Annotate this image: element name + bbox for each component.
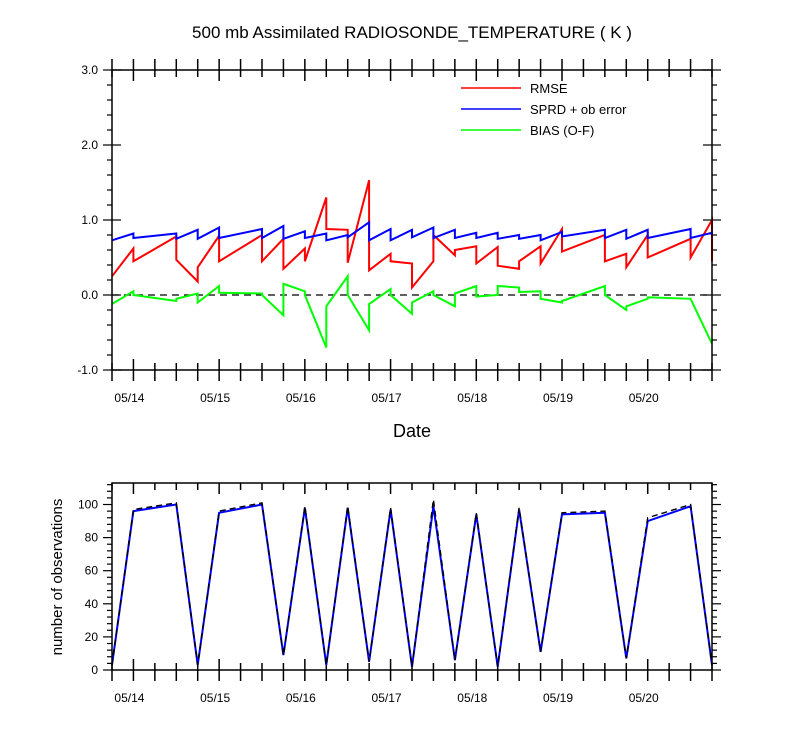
top-y-tick-label: 3.0	[81, 63, 98, 77]
legend-label: SPRD + ob error	[530, 102, 627, 117]
bottom-x-tick-label: 05/17	[372, 691, 402, 705]
top-x-tick-label: 05/14	[114, 391, 144, 405]
bottom-chart: 05/14 05/15 05/16 05/17 05/18 05/19 05/20 0 20 40…	[78, 482, 721, 705]
bottom-plot-frame	[111, 482, 713, 671]
bottom-chart-y-axis-label: number of observations	[49, 499, 66, 656]
top-x-tick-label: 05/19	[543, 391, 573, 405]
top-plot-frame	[111, 69, 713, 371]
top-series-bias-o-f-	[111, 273, 713, 348]
top-y-tick-label: -1.0	[77, 363, 98, 377]
top-y-tick-label: 2.0	[81, 138, 98, 152]
top-x-tick-label: 05/18	[457, 391, 487, 405]
bottom-series-possible	[111, 499, 713, 667]
top-series-sprd-ob-error	[111, 220, 713, 242]
bottom-y-tick-label: 20	[85, 630, 99, 644]
top-x-tick-label: 05/17	[372, 391, 402, 405]
bottom-y-tick-label: 100	[78, 498, 98, 512]
legend-label: BIAS (O-F)	[530, 123, 594, 138]
bottom-x-tick-label: 05/19	[543, 691, 573, 705]
bottom-x-tick-label: 05/16	[286, 691, 316, 705]
legend-label: RMSE	[530, 81, 568, 96]
top-chart: 05/14 05/15 05/16 05/17 05/18 05/19 05/20 -1.0 0…	[77, 59, 721, 405]
top-series-rmse	[111, 179, 713, 291]
bottom-x-tick-label: 05/14	[114, 691, 144, 705]
bottom-y-tick-label: 0	[91, 663, 98, 677]
bottom-series-assimilated	[111, 503, 713, 667]
top-chart-x-axis-label: Date	[393, 421, 431, 441]
top-x-tick-label: 05/15	[200, 391, 230, 405]
top-chart-title: 500 mb Assimilated RADIOSONDE_TEMPERATUR…	[192, 23, 632, 42]
bottom-x-tick-label: 05/20	[629, 691, 659, 705]
bottom-x-tick-label: 05/18	[457, 691, 487, 705]
top-y-tick-label: 0.0	[81, 288, 98, 302]
bottom-y-tick-label: 40	[85, 597, 99, 611]
bottom-x-tick-label: 05/15	[200, 691, 230, 705]
top-y-tick-label: 1.0	[81, 213, 98, 227]
top-x-tick-label: 05/20	[629, 391, 659, 405]
top-x-tick-label: 05/16	[286, 391, 316, 405]
bottom-y-tick-label: 60	[85, 564, 99, 578]
bottom-y-tick-label: 80	[85, 531, 99, 545]
